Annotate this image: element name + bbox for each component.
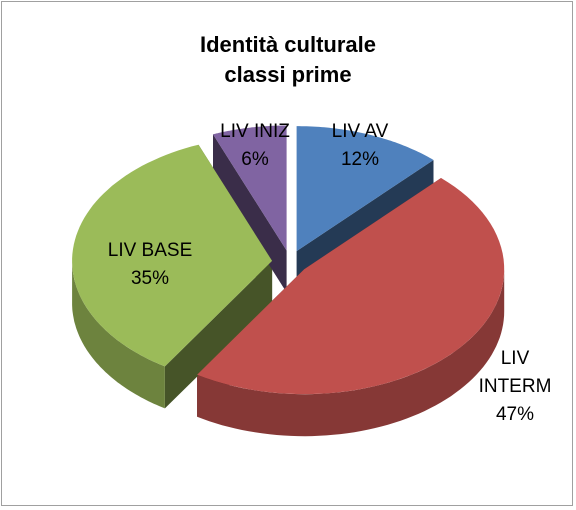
data-label: 35% (130, 268, 170, 289)
chart-title: classi prime (224, 62, 352, 87)
slice-side (213, 134, 287, 293)
data-label: LIV AV (331, 121, 389, 142)
data-label: LIV INTERM (478, 348, 552, 397)
slice (197, 178, 505, 395)
data-label: 12% (340, 149, 380, 170)
chart-title: Identità culturale (199, 32, 377, 57)
data-label: 6% (241, 149, 269, 170)
data-label: LIV BASE (107, 240, 193, 261)
data-label: 47% (495, 404, 535, 425)
slice (72, 144, 273, 367)
slice-wall (72, 260, 165, 409)
slice (213, 125, 287, 251)
slice-wall (197, 269, 505, 437)
slice-side (164, 260, 273, 409)
slice (296, 126, 434, 252)
data-label: LIV INIZ (220, 121, 290, 142)
